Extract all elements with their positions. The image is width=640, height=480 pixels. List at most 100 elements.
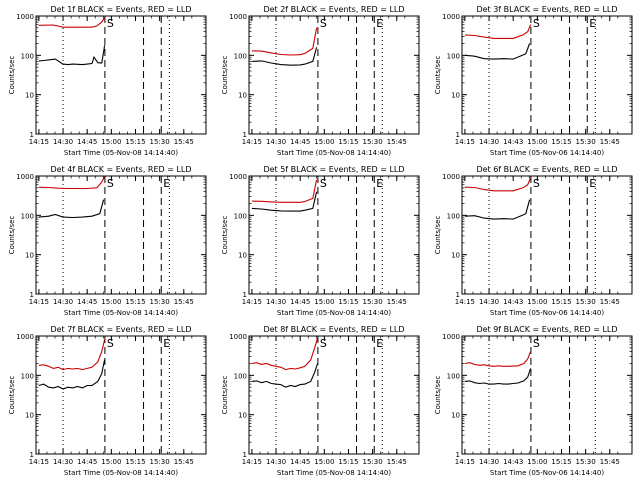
chart-panel-1: Det 1f BLACK = Events, RED = LLD Counts/s… xyxy=(8,5,207,157)
y-tick-label: 1000 xyxy=(442,333,460,341)
y-tick-label: 1000 xyxy=(229,333,247,341)
y-tick-label: 1 xyxy=(243,131,247,139)
y-tick-label: 100 xyxy=(234,372,247,380)
marker-label: E xyxy=(376,177,383,190)
plot-frame xyxy=(461,15,633,135)
lld-series-line xyxy=(38,176,106,190)
marker-label: S xyxy=(533,177,540,190)
x-axis-label: Start Time (05-Nov-06 14:14:40) xyxy=(490,469,604,477)
chart-title: Det 1f BLACK = Events, RED = LLD xyxy=(50,5,191,14)
marker-label: S xyxy=(533,17,540,30)
chart-title: Det 7f BLACK = Events, RED = LLD xyxy=(50,325,191,334)
chart-title: Det 9f BLACK = Events, RED = LLD xyxy=(476,325,617,334)
x-axis-label: Start Time (05-Nov-08 14:14:40) xyxy=(277,309,391,317)
y-tick-label: 10 xyxy=(238,92,247,100)
plot-frame xyxy=(461,175,633,295)
y-tick-label: 1000 xyxy=(442,173,460,181)
x-tick-label: 15:00 xyxy=(314,138,334,146)
events-series-line xyxy=(38,359,106,390)
y-tick-label: 1 xyxy=(456,291,460,299)
plot-frame xyxy=(248,335,420,455)
x-tick-label: 14:15 xyxy=(455,138,475,146)
marker-label: S xyxy=(320,17,327,30)
x-tick-label: 15:30 xyxy=(150,298,170,306)
x-tick-label: 14:30 xyxy=(53,298,73,306)
lld-series-line xyxy=(464,177,532,192)
y-axis-label: Counts/sec xyxy=(434,376,442,415)
y-tick-label: 1 xyxy=(30,291,34,299)
chart-panel-3: Det 3f BLACK = Events, RED = LLD Counts/s… xyxy=(434,5,633,157)
x-tick-label: 15:45 xyxy=(600,138,620,146)
x-tick-label: 15:15 xyxy=(338,298,358,306)
x-tick-label: 15:45 xyxy=(174,298,194,306)
y-tick-label: 1000 xyxy=(16,333,34,341)
x-tick-label: 14:30 xyxy=(266,298,286,306)
x-tick-label: 14:15 xyxy=(242,138,262,146)
x-tick-label: 15:00 xyxy=(527,458,547,466)
y-tick-label: 100 xyxy=(447,372,460,380)
marker-label: E xyxy=(163,177,170,190)
plot-frame xyxy=(461,335,633,455)
x-tick-label: 15:00 xyxy=(101,298,121,306)
x-tick-label: 14:15 xyxy=(29,138,49,146)
events-series-line xyxy=(464,368,532,385)
x-axis-label: Start Time (05-Nov-06 14:14:40) xyxy=(490,309,604,317)
x-tick-label: 15:45 xyxy=(387,298,407,306)
chart-panel-7: Det 7f BLACK = Events, RED = LLD Counts/s… xyxy=(8,325,207,477)
plot-frame xyxy=(35,335,207,455)
lld-series-line xyxy=(251,179,318,203)
y-tick-label: 100 xyxy=(234,212,247,220)
chart-title: Det 5f BLACK = Events, RED = LLD xyxy=(263,165,404,174)
y-tick-label: 10 xyxy=(25,412,34,420)
x-tick-label: 14:15 xyxy=(455,458,475,466)
y-tick-label: 1000 xyxy=(16,13,34,21)
y-axis-label: Counts/sec xyxy=(8,376,16,415)
chart-title: Det 2f BLACK = Events, RED = LLD xyxy=(263,5,404,14)
x-tick-label: 15:30 xyxy=(576,298,596,306)
y-tick-label: 100 xyxy=(21,372,34,380)
chart-title: Det 3f BLACK = Events, RED = LLD xyxy=(476,5,617,14)
x-tick-label: 15:15 xyxy=(338,458,358,466)
x-tick-label: 14:43 xyxy=(503,298,523,306)
y-tick-label: 100 xyxy=(447,212,460,220)
y-axis-label: Counts/sec xyxy=(221,376,229,415)
x-axis-label: Start Time (05-Nov-08 14:14:40) xyxy=(277,149,391,157)
events-series-line xyxy=(38,199,105,219)
y-tick-label: 10 xyxy=(451,252,460,260)
x-tick-label: 14:15 xyxy=(29,458,49,466)
y-tick-label: 1 xyxy=(456,131,460,139)
x-axis-label: Start Time (05-Nov-06 14:14:40) xyxy=(490,149,604,157)
x-tick-label: 14:45 xyxy=(290,138,310,146)
x-tick-label: 14:45 xyxy=(290,458,310,466)
y-tick-label: 10 xyxy=(25,92,34,100)
x-tick-label: 15:00 xyxy=(314,298,334,306)
y-tick-label: 1000 xyxy=(229,173,247,181)
lld-series-line xyxy=(464,351,532,367)
x-tick-label: 14:15 xyxy=(242,298,262,306)
y-tick-label: 1 xyxy=(243,291,247,299)
x-tick-label: 14:30 xyxy=(479,138,499,146)
lld-series-line xyxy=(38,339,106,371)
x-tick-label: 15:45 xyxy=(387,458,407,466)
y-tick-label: 1000 xyxy=(16,173,34,181)
chart-title: Det 6f BLACK = Events, RED = LLD xyxy=(476,165,617,174)
chart-title: Det 4f BLACK = Events, RED = LLD xyxy=(50,165,191,174)
lld-series-line xyxy=(464,24,532,39)
chart-panel-2: Det 2f BLACK = Events, RED = LLD Counts/s… xyxy=(221,5,420,157)
chart-panel-5: Det 5f BLACK = Events, RED = LLD Counts/s… xyxy=(221,165,420,317)
x-tick-label: 15:15 xyxy=(125,138,145,146)
chart-panel-6: Det 6f BLACK = Events, RED = LLD Counts/s… xyxy=(434,165,633,317)
x-tick-label: 14:30 xyxy=(53,138,73,146)
chart-panel-4: Det 4f BLACK = Events, RED = LLD Counts/s… xyxy=(8,165,207,317)
x-axis-label: Start Time (05-Nov-08 14:14:40) xyxy=(64,149,178,157)
y-tick-label: 1 xyxy=(456,451,460,459)
x-tick-label: 15:00 xyxy=(314,458,334,466)
x-tick-label: 15:30 xyxy=(363,298,383,306)
plot-frame xyxy=(35,175,207,295)
y-tick-label: 100 xyxy=(21,212,34,220)
x-tick-label: 15:15 xyxy=(551,138,571,146)
x-tick-label: 15:45 xyxy=(600,298,620,306)
lld-series-line xyxy=(251,337,319,371)
y-axis-label: Counts/sec xyxy=(221,216,229,255)
y-tick-label: 10 xyxy=(238,252,247,260)
